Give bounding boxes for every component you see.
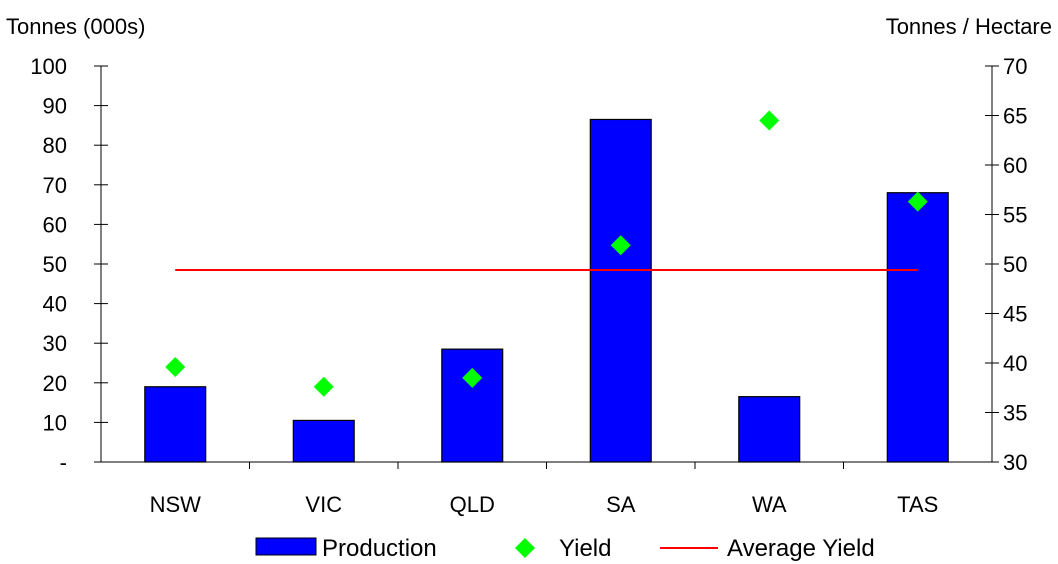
yield-point [759, 110, 780, 131]
legend-yield-label: Yield [559, 535, 611, 562]
legend-average-yield-label: Average Yield [727, 535, 875, 562]
x-tick-label: SA [606, 492, 636, 517]
production-bar [292, 419, 355, 463]
left-tick-label: 40 [43, 292, 67, 317]
x-tick-label: WA [752, 492, 787, 517]
axes [100, 66, 993, 469]
right-tick-label: 35 [1003, 401, 1027, 426]
yield-point [907, 191, 928, 212]
legend: Production Yield Average Yield [255, 535, 875, 562]
left-axis-ticks: - 10 20 30 40 50 60 70 80 90 100 [30, 54, 108, 475]
right-tick-label: 45 [1003, 302, 1027, 327]
yield-point [165, 356, 186, 377]
legend-production-label: Production [322, 535, 437, 562]
right-axis-title: Tonnes / Hectare [886, 14, 1052, 39]
left-axis-title: Tonnes (000s) [6, 14, 145, 39]
production-bar [144, 386, 207, 463]
right-tick-label: 65 [1003, 104, 1027, 129]
production-bar [738, 396, 801, 463]
x-axis-labels: NSW VIC QLD SA WA TAS [150, 492, 939, 517]
yield-point [462, 367, 483, 388]
production-bar [441, 348, 504, 463]
left-tick-label: 50 [43, 252, 67, 277]
right-axis-ticks: 30 35 40 45 50 55 60 65 70 [985, 54, 1027, 475]
x-tick-label: QLD [450, 492, 495, 517]
yield-point [313, 376, 334, 397]
left-tick-label: - [60, 450, 67, 475]
yield-point [610, 235, 631, 256]
right-tick-label: 70 [1003, 54, 1027, 79]
left-tick-label: 90 [43, 94, 67, 119]
x-tick-label: NSW [150, 492, 202, 517]
legend-yield-marker [515, 538, 535, 558]
right-tick-label: 40 [1003, 351, 1027, 376]
x-tick-label: TAS [897, 492, 938, 517]
left-tick-label: 70 [43, 173, 67, 198]
production-bars [144, 118, 949, 463]
left-tick-label: 10 [43, 410, 67, 435]
left-tick-label: 100 [30, 54, 67, 79]
yield-points [165, 110, 928, 397]
left-tick-label: 30 [43, 331, 67, 356]
right-tick-label: 55 [1003, 203, 1027, 228]
production-bar [589, 118, 652, 463]
left-tick-label: 80 [43, 133, 67, 158]
legend-production-swatch [255, 537, 317, 556]
left-tick-label: 60 [43, 212, 67, 237]
right-tick-label: 50 [1003, 252, 1027, 277]
right-tick-label: 60 [1003, 153, 1027, 178]
right-tick-label: 30 [1003, 450, 1027, 475]
production-bar [886, 192, 949, 463]
x-tick-label: VIC [305, 492, 342, 517]
left-tick-label: 20 [43, 371, 67, 396]
